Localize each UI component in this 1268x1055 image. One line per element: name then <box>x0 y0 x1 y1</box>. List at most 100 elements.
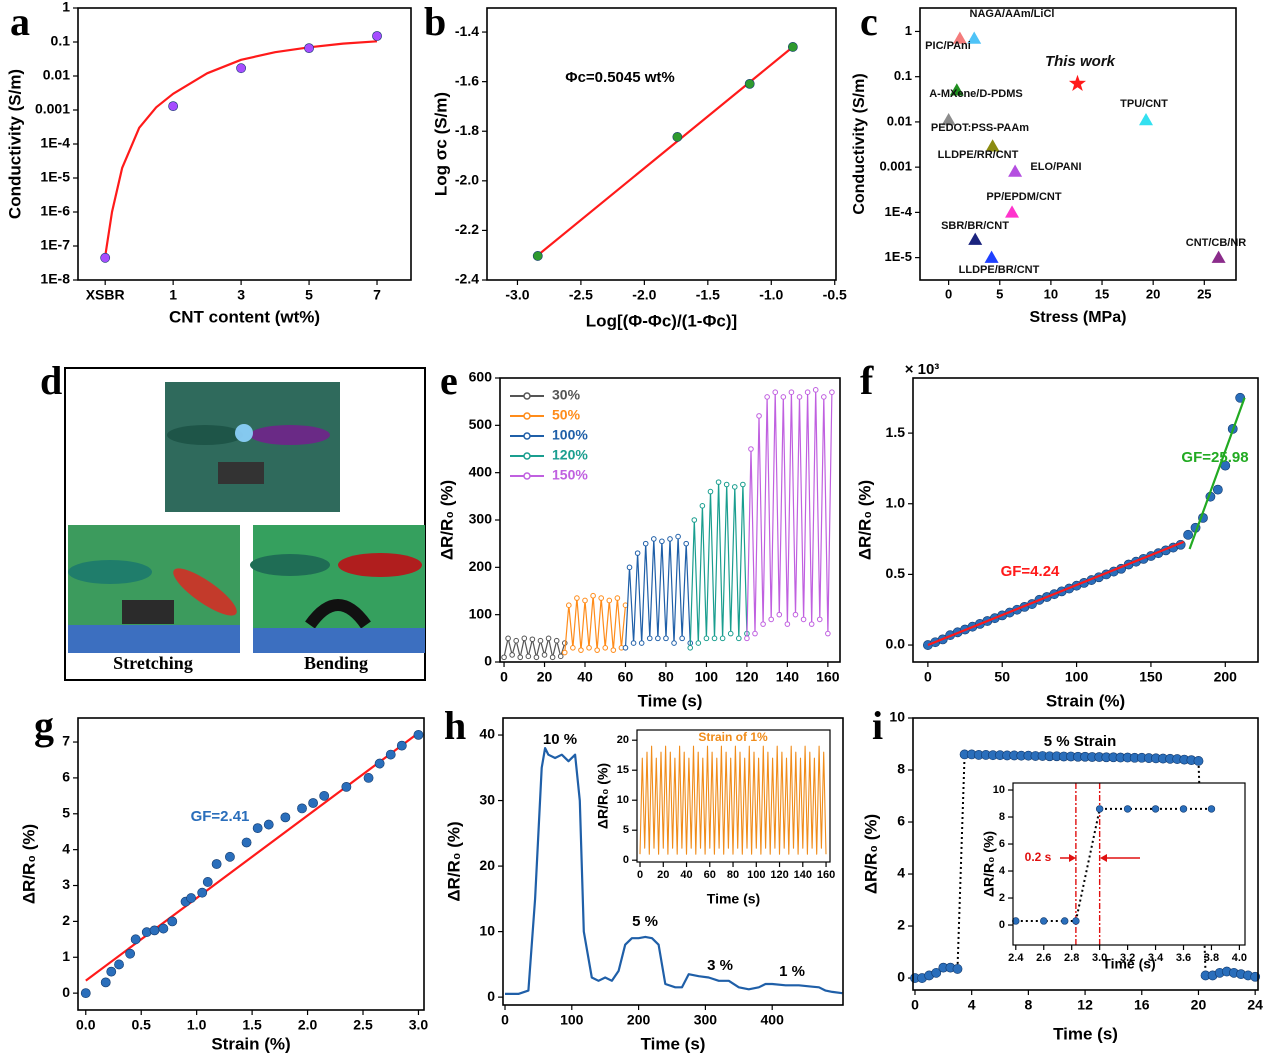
series-line <box>505 747 843 995</box>
x-tick-label: 2.5 <box>353 1017 373 1033</box>
marker <box>638 640 645 646</box>
y-tick-label: 1E-5 <box>40 169 70 185</box>
x-tick-label: 3.0 <box>409 1017 429 1033</box>
marker <box>570 645 576 651</box>
y-tick-label: 1E-5 <box>885 249 912 264</box>
x-tick-label: 100 <box>560 1012 584 1028</box>
marker <box>748 446 754 452</box>
y-tick-label: 5 <box>623 824 629 836</box>
marker <box>1235 392 1246 403</box>
series-line <box>927 540 1185 647</box>
marker <box>768 616 774 623</box>
photo-caption: Stretching <box>113 653 193 673</box>
annotation: GF=4.24 <box>1001 563 1060 580</box>
marker <box>553 637 560 644</box>
y-tick-label: 0.01 <box>887 113 912 128</box>
marker <box>186 893 197 903</box>
x-tick-label: 0 <box>945 286 952 301</box>
marker <box>622 645 629 651</box>
y-tick-label: 1 <box>62 0 70 15</box>
marker <box>651 536 657 542</box>
y-tick-label: 10 <box>617 794 629 806</box>
marker <box>829 389 835 396</box>
marker <box>683 540 689 547</box>
panel-label: h <box>444 703 466 748</box>
x-tick-label: 16 <box>1134 997 1150 1013</box>
marker <box>727 630 734 637</box>
panel-label: b <box>424 0 446 44</box>
y-tick-label: 1E-6 <box>40 203 70 219</box>
x-tick-label: 100 <box>695 669 719 685</box>
y-tick-label: 0.001 <box>35 101 70 117</box>
marker <box>736 635 742 642</box>
annotation: GF=25.98 <box>1181 449 1248 466</box>
marker <box>610 647 617 653</box>
y-tick-label: 2 <box>999 892 1005 904</box>
marker <box>808 621 815 627</box>
x-axis-label: Stress (MPa) <box>1030 309 1127 326</box>
marker <box>1072 917 1080 925</box>
marker <box>663 635 669 642</box>
y-tick-label: -2.4 <box>455 271 479 287</box>
y-tick-label: 10 <box>889 709 905 725</box>
point-label: LLDPE/BR/CNT <box>959 264 1040 276</box>
x-tick-label: 100 <box>1065 669 1089 685</box>
marker <box>1139 113 1154 126</box>
y-tick-label: 200 <box>469 558 493 574</box>
marker <box>586 645 592 651</box>
x-tick-label: 20 <box>1191 997 1207 1013</box>
y-tick-label: 500 <box>469 416 493 432</box>
x-tick-label: 0 <box>500 669 508 685</box>
legend-marker <box>523 472 531 480</box>
x-tick-label: 0 <box>911 997 919 1013</box>
marker <box>707 488 714 495</box>
series-line <box>746 389 833 639</box>
plot-frame <box>1012 782 1246 946</box>
annotation: 3 % <box>707 957 733 974</box>
x-tick-label: 15 <box>1095 286 1109 301</box>
marker <box>672 132 683 142</box>
marker <box>703 635 710 642</box>
marker <box>557 653 564 660</box>
x-tick-label: 3 <box>237 287 245 303</box>
photo-clip <box>68 560 152 584</box>
x-tick-label: 200 <box>627 1012 651 1028</box>
x-tick-label: 1 <box>169 287 177 303</box>
arrow-head <box>1069 854 1076 862</box>
y-tick-label: 4 <box>999 865 1006 877</box>
y-tick-label: -2.2 <box>455 221 479 237</box>
marker <box>197 887 208 898</box>
marker <box>158 923 169 934</box>
marker <box>671 640 677 646</box>
marker <box>537 637 544 644</box>
marker <box>1211 250 1226 263</box>
marker <box>731 484 738 490</box>
marker <box>578 647 584 653</box>
x-tick-label: 200 <box>1214 669 1238 685</box>
marker <box>752 630 758 637</box>
y-tick-label: 0 <box>623 854 629 866</box>
marker <box>385 749 396 760</box>
x-tick-label: 20 <box>657 869 669 881</box>
y-axis-label: Log σc (S/m) <box>431 92 450 196</box>
series-line <box>639 745 827 855</box>
marker <box>825 630 831 637</box>
x-tick-label: -0.5 <box>823 287 847 303</box>
y-tick-label: 0.1 <box>51 33 71 49</box>
marker <box>602 645 609 651</box>
y-tick-label: 10 <box>993 784 1005 796</box>
photo-clip <box>250 425 330 445</box>
marker <box>513 637 519 644</box>
y-tick-label: -1.6 <box>455 72 479 88</box>
y-axis-label: ΔR/R₀ (%) <box>861 814 880 894</box>
marker <box>561 649 568 656</box>
marker <box>695 640 702 646</box>
point-label: This work <box>1045 53 1116 70</box>
x-tick-label: -3.0 <box>505 287 529 303</box>
x-tick-label: 0 <box>924 669 932 685</box>
x-tick-label: 140 <box>776 669 800 685</box>
marker <box>1040 917 1048 925</box>
annotation: 5 % Strain <box>1044 733 1117 750</box>
marker <box>297 803 307 814</box>
marker <box>655 635 661 642</box>
